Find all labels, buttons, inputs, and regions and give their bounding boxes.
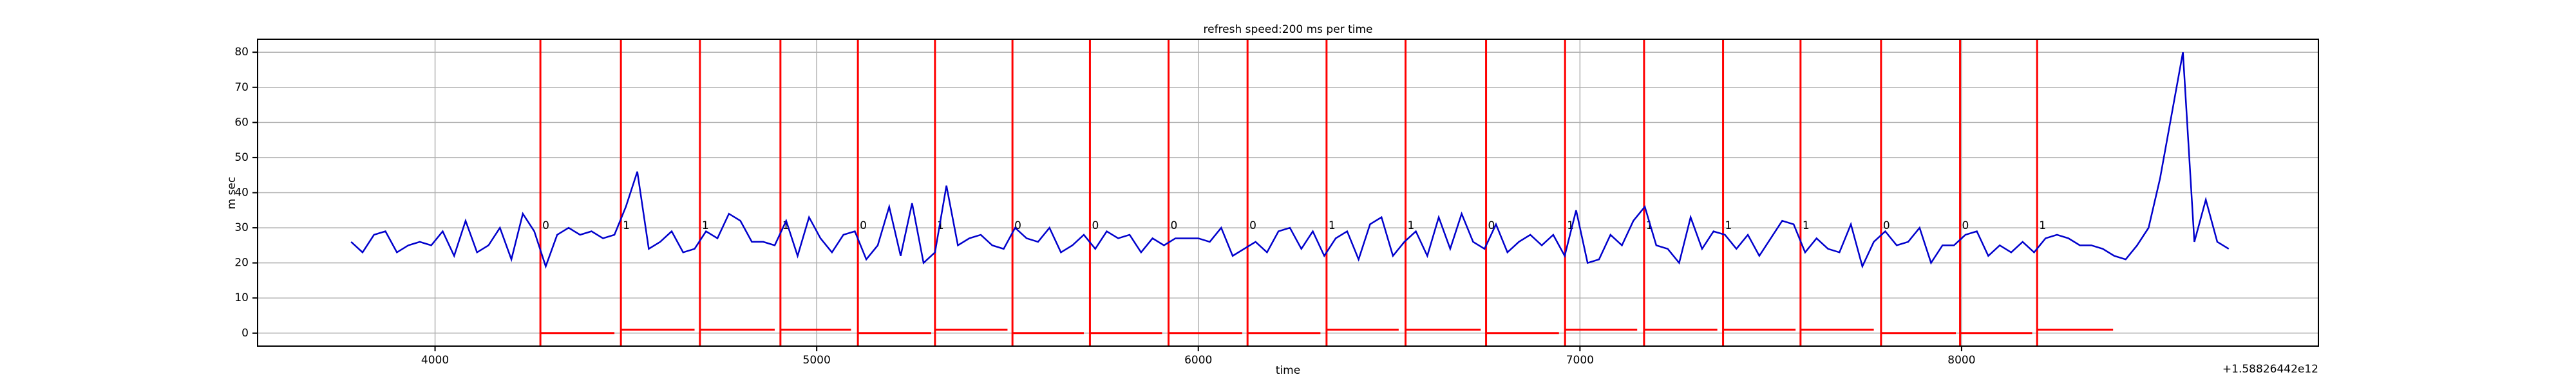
y-tick-label: 10	[234, 291, 249, 304]
event-label: 0	[1249, 219, 1256, 232]
event-label: 0	[542, 219, 549, 232]
event-label: 1	[937, 219, 944, 232]
y-tick-label: 40	[234, 187, 249, 199]
y-tick-label: 50	[234, 151, 249, 164]
event-label: 1	[1803, 219, 1810, 232]
event-label: 1	[1646, 219, 1653, 232]
event-label: 0	[860, 219, 867, 232]
y-tick-label: 0	[242, 327, 249, 340]
event-label: 1	[1329, 219, 1336, 232]
x-axis-label: time	[1276, 364, 1300, 377]
event-label: 1	[1567, 219, 1574, 232]
x-tick-label: 4000	[421, 354, 449, 367]
x-offset-label: +1.58826442e12	[2222, 363, 2318, 376]
event-label: 1	[623, 219, 630, 232]
chart-title: refresh speed:200 ms per time	[1204, 23, 1373, 36]
event-label: 0	[1883, 219, 1890, 232]
x-tick-label: 7000	[1566, 354, 1594, 367]
y-tick-label: 70	[234, 81, 249, 94]
plot-frame	[257, 39, 2319, 347]
event-label: 0	[1092, 219, 1099, 232]
event-label: 0	[1014, 219, 1021, 232]
data-line	[350, 51, 2230, 269]
y-axis-label: m sec	[225, 177, 238, 210]
y-tick-label: 80	[234, 46, 249, 59]
event-label: 0	[1962, 219, 1969, 232]
x-tick-label: 5000	[803, 354, 831, 367]
y-tick-label: 60	[234, 116, 249, 129]
y-tick-label: 30	[234, 221, 249, 234]
event-label: 1	[1408, 219, 1415, 232]
event-label: 1	[1725, 219, 1732, 232]
event-label: 1	[2039, 219, 2046, 232]
event-label: 0	[1488, 219, 1495, 232]
event-label: 1	[702, 219, 709, 232]
event-label: 1	[782, 219, 790, 232]
x-tick-label: 8000	[1947, 354, 1975, 367]
y-tick-label: 20	[234, 257, 249, 270]
event-label: 0	[1171, 219, 1178, 232]
x-tick-label: 6000	[1184, 354, 1212, 367]
